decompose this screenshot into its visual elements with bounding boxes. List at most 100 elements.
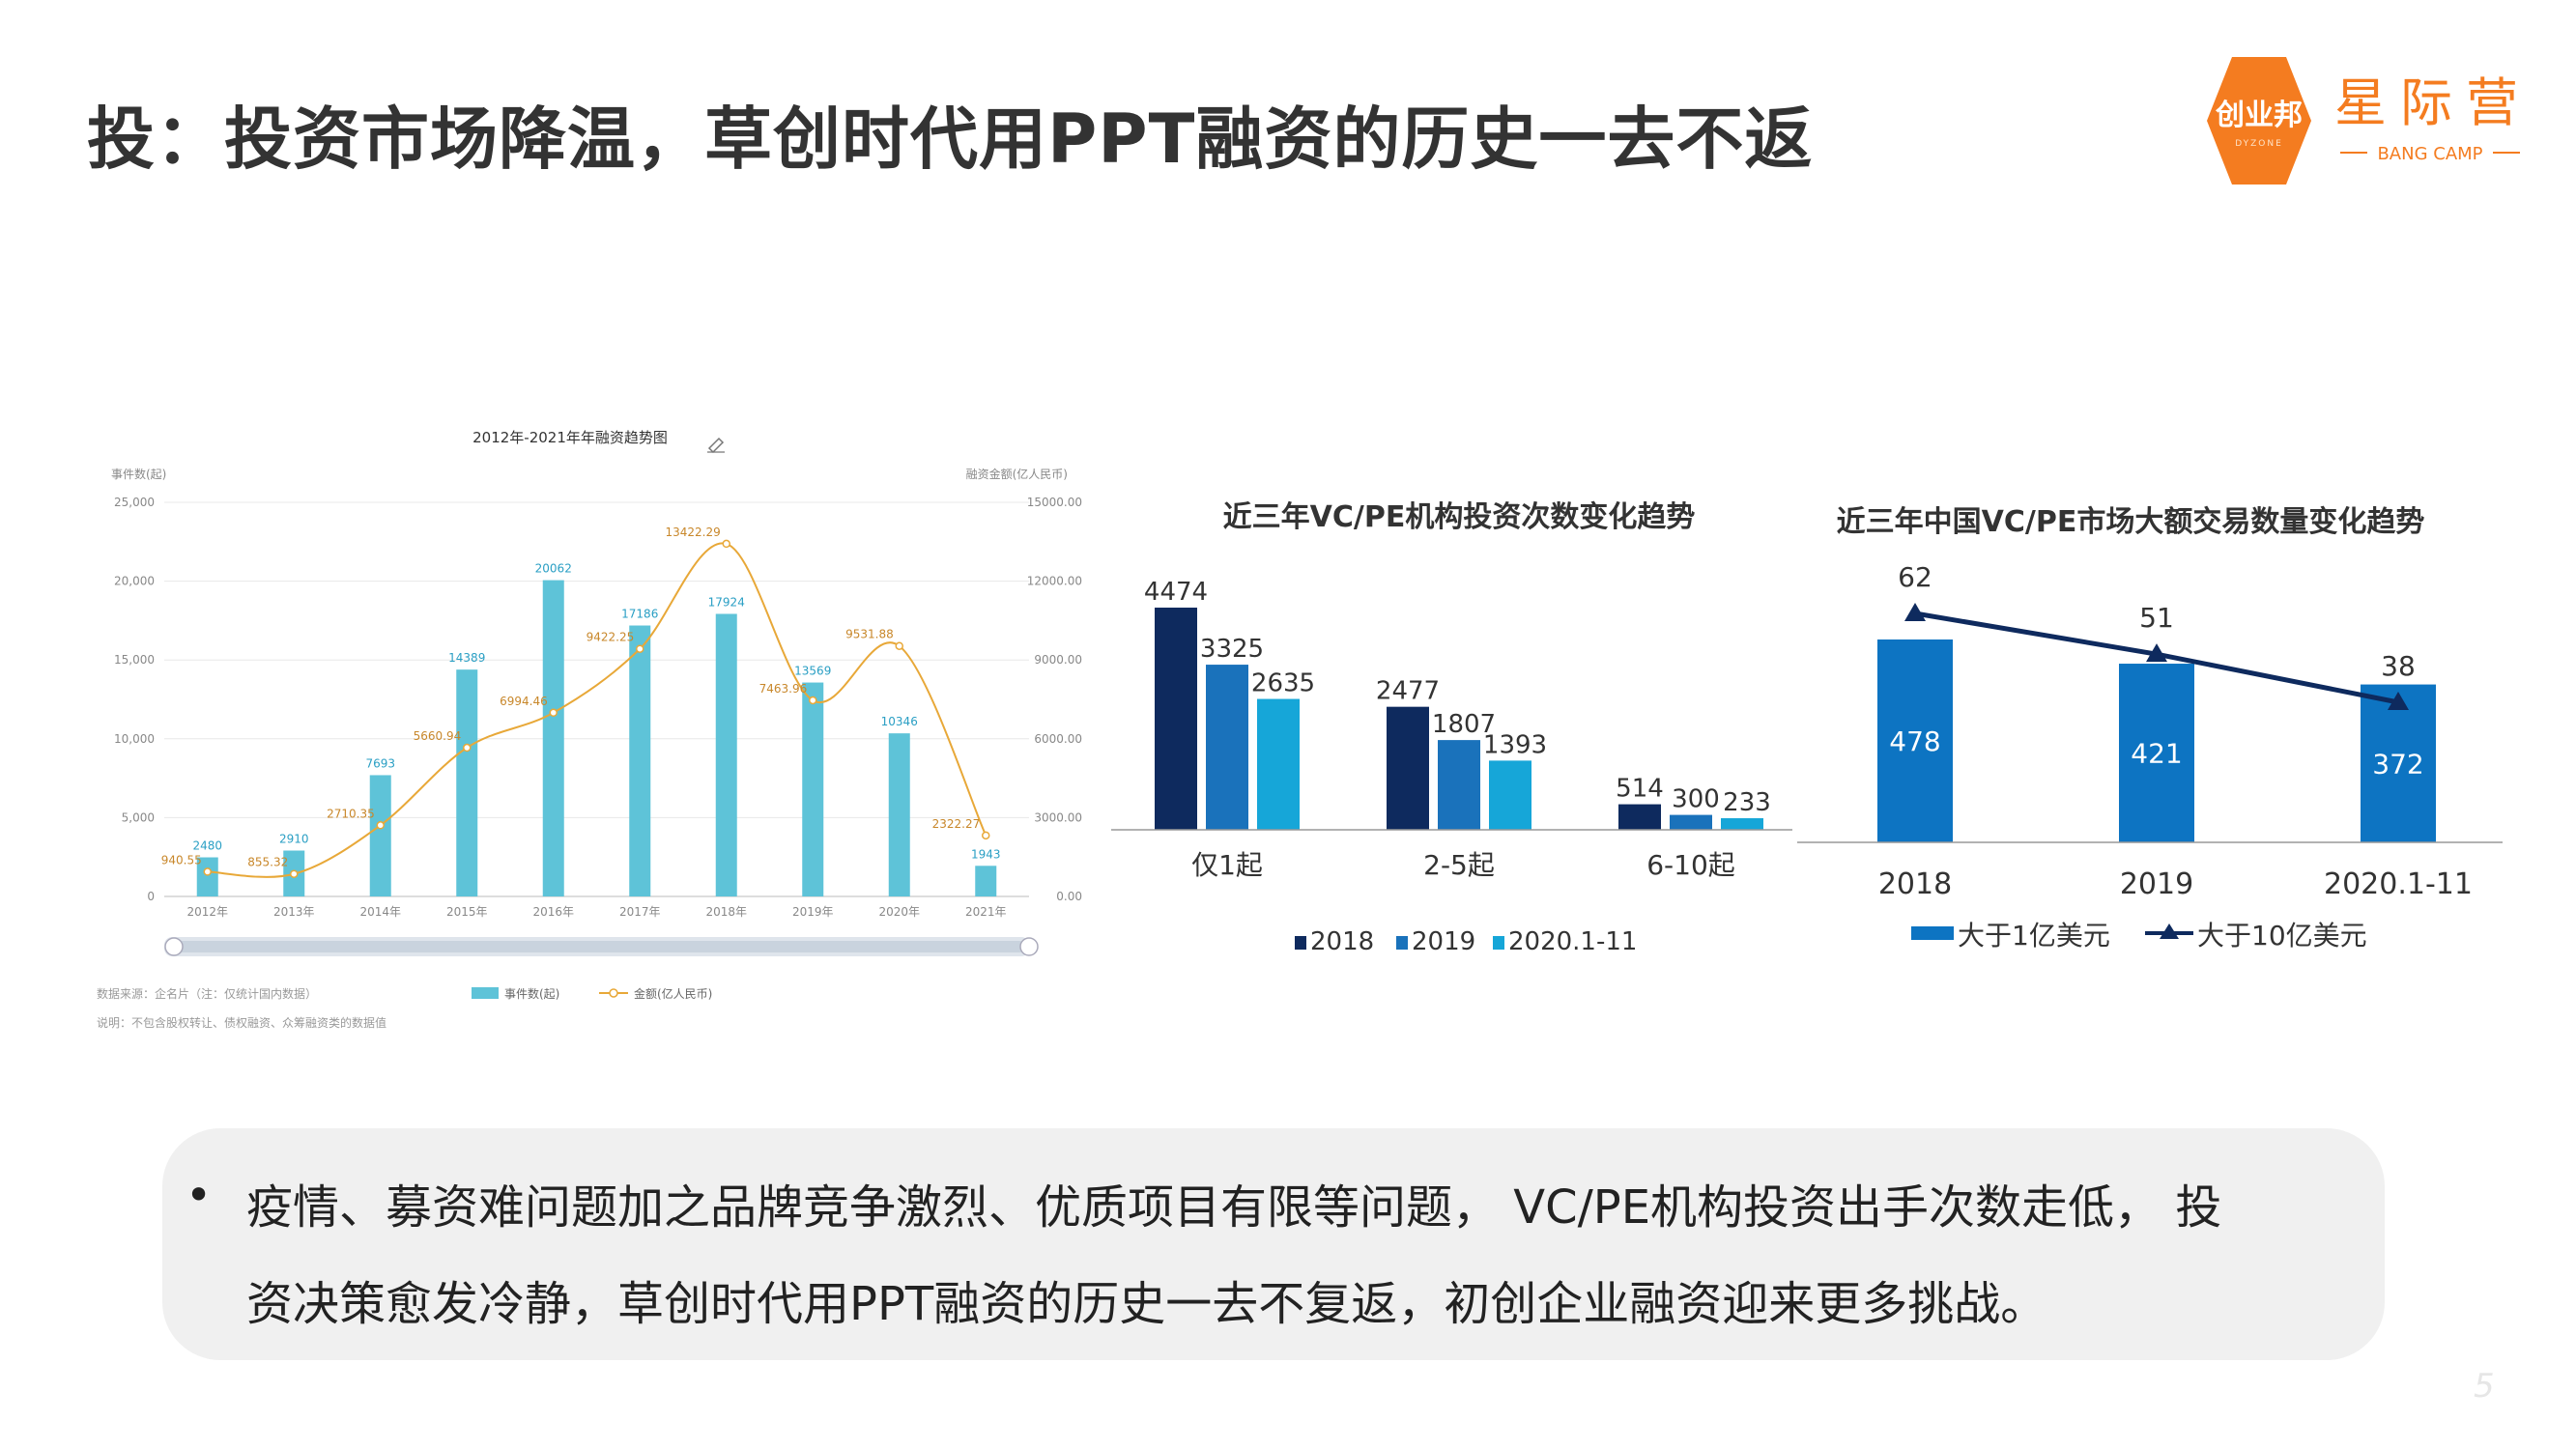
chart1-bar-label: 17186 — [621, 608, 658, 621]
chart2-legend-swatch — [1493, 936, 1504, 950]
legend-swatch-events — [472, 987, 499, 999]
chart1-xtick: 2012年 — [186, 905, 228, 919]
chart1-line-label: 9531.88 — [845, 628, 894, 641]
chart1-bar — [715, 613, 737, 896]
chart2-category-label: 仅1起 — [1191, 849, 1263, 881]
chart3-category-label: 2020.1-11 — [2324, 867, 2473, 901]
chart2-bar — [1721, 818, 1763, 830]
chart1-title: 2012年-2021年年融资趋势图 — [472, 429, 668, 446]
chart1-y2tick: 6000.00 — [1034, 732, 1082, 746]
chart1-y2tick: 0.00 — [1056, 890, 1082, 903]
chart1-ytick: 0 — [147, 890, 155, 903]
chart1-line-point — [203, 867, 212, 876]
chart2-legend-swatch — [1295, 936, 1306, 950]
chart1-bar — [802, 682, 824, 896]
chart1-y2tick: 12000.00 — [1027, 575, 1082, 588]
chart1-bar-label: 2480 — [192, 839, 222, 853]
chart2-category-label: 2-5起 — [1423, 849, 1495, 881]
chart1-line-label: 2710.35 — [327, 807, 375, 820]
chart2-bar-label: 4474 — [1144, 578, 1208, 607]
chart3-category-label: 2018 — [1878, 867, 1952, 901]
chart1-line-label: 6994.46 — [500, 695, 548, 708]
chart3-bar — [2119, 664, 2194, 842]
bullet-symbol: • — [186, 1169, 213, 1221]
chart1-bar — [888, 733, 910, 896]
chart1-ylabel: 事件数(起) — [111, 467, 166, 481]
chart3-bar — [1877, 639, 1953, 842]
chart1-xtick: 2014年 — [359, 905, 401, 919]
chart2-bar-label: 3325 — [1200, 635, 1264, 664]
logo-hexagon-icon — [2207, 57, 2311, 185]
chart1-bar — [456, 669, 478, 896]
chart1-ytick: 5,000 — [122, 810, 155, 824]
chart1-bar — [196, 857, 218, 896]
chart2-bar-label: 514 — [1616, 775, 1664, 804]
chart1-footnote-note: 说明：不包含股权转让、债权融资、众筹融资类的数据值 — [97, 1015, 386, 1030]
chart2-legend-swatch — [1396, 936, 1408, 950]
chart1-bar — [369, 775, 391, 896]
chart1-line-point — [982, 831, 990, 840]
chart1-line-label: 940.55 — [161, 853, 202, 867]
chart2-bar-label: 1807 — [1432, 710, 1496, 739]
chart2-bar-label: 233 — [1723, 788, 1771, 817]
chart3-bar-label: 421 — [2131, 738, 2182, 770]
chart2-title: 近三年VC/PE机构投资次数变化趋势 — [1223, 500, 1696, 534]
chart2-bar — [1206, 665, 1248, 830]
chart1-amount-line — [207, 542, 987, 878]
logo-sub: BANG CAMP — [2377, 144, 2482, 164]
chart2-category-label: 6-10起 — [1646, 849, 1735, 881]
chart1-xtick: 2013年 — [273, 905, 315, 919]
logo-badge-text: 创业邦 — [2215, 99, 2303, 132]
bullet-line-1: 疫情、募资难问题加之品牌竞争激烈、优质项目有限等问题， VC/PE机构投资出手次… — [246, 1180, 2222, 1235]
chart1-ytick: 15,000 — [114, 653, 155, 667]
chart2-bar — [1155, 608, 1197, 830]
page-number: 5 — [2474, 1367, 2495, 1406]
chart1-line-point — [290, 869, 299, 878]
chart1-line-point — [376, 821, 385, 830]
chart3-line-label: 62 — [1898, 561, 1932, 593]
chart1-xtick: 2019年 — [792, 905, 834, 919]
chart1-edit-icon[interactable] — [707, 437, 725, 454]
chart2-legend-label: 2020.1-11 — [1508, 927, 1637, 956]
chart3-line-marker — [2388, 692, 2409, 710]
chart3-line-label: 38 — [2381, 650, 2416, 682]
chart2-bar — [1618, 804, 1661, 830]
chart1-y2label: 融资金额(亿人民币) — [966, 467, 1068, 481]
chart1-line-label: 7463.96 — [759, 682, 808, 696]
chart3-line-marker — [1904, 603, 1926, 621]
chart2-legend-label: 2019 — [1412, 927, 1475, 956]
chart1-bar-label: 14389 — [448, 651, 485, 665]
chart-vcpe-investments: 近三年VC/PE机构投资次数变化趋势 4474 3325 2635 2477 1807 1… — [1111, 488, 1807, 975]
chart1-y2tick: 3000.00 — [1034, 810, 1082, 824]
chart1-ytick: 10,000 — [114, 732, 155, 746]
chart3-title: 近三年中国VC/PE市场大额交易数量变化趋势 — [1837, 505, 2425, 539]
chart1-y2tick: 9000.00 — [1034, 653, 1082, 667]
chart1-xtick: 2016年 — [532, 905, 574, 919]
chart2-bar-label: 1393 — [1483, 730, 1547, 759]
chart1-bar-label: 1943 — [971, 847, 1001, 861]
chart2-legend: 2018 2019 2020.1-11 — [1295, 927, 1637, 956]
chart1-bar — [975, 866, 997, 896]
chart2-bar — [1438, 740, 1480, 830]
chart-financing-trend: 2012年-2021年年融资趋势图 事件数(起) 融资金额(亿人民币) 0 0.0… — [87, 415, 1111, 1057]
summary-box — [162, 1128, 2385, 1360]
legend-events: 事件数(起) — [504, 986, 559, 1001]
chart1-scrollbar[interactable] — [164, 937, 1039, 956]
chart2-bar-label: 2635 — [1251, 669, 1315, 698]
chart1-xtick: 2020年 — [878, 905, 920, 919]
chart1-line-label: 855.32 — [247, 856, 288, 869]
chart3-bar-label: 478 — [1889, 725, 1940, 757]
logo-badge-sub: DYZONE — [2235, 139, 2283, 149]
chart1-ytick: 20,000 — [114, 575, 155, 588]
chart2-legend-label: 2018 — [1310, 927, 1374, 956]
chart2-bar — [1670, 814, 1712, 830]
legend-gt10b: 大于10亿美元 — [2197, 920, 2367, 952]
slide-title: 投：投资市场降温，草创时代用PPT融资的历史一去不返 — [87, 99, 1814, 179]
chart1-legend: 事件数(起) 金额(亿人民币) — [472, 986, 712, 1001]
chart1-line-label: 2322.27 — [932, 817, 981, 831]
chart2-bar — [1257, 698, 1300, 830]
chart2-bar — [1489, 760, 1531, 830]
chart1-line-label: 9422.25 — [587, 631, 635, 644]
chart1-bar-label: 13569 — [794, 665, 831, 678]
chart1-xtick: 2021年 — [965, 905, 1007, 919]
